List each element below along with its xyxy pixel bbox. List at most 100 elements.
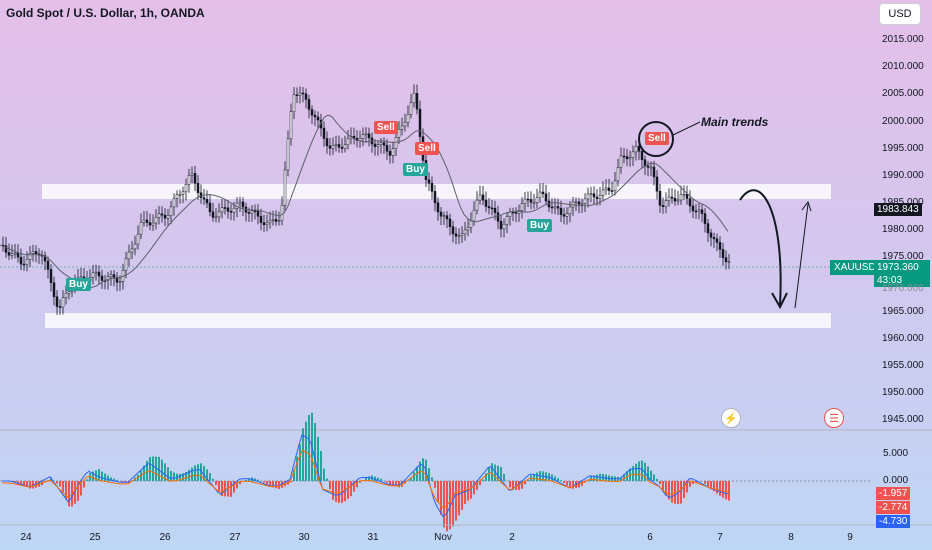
candle[interactable] [64,293,68,298]
candle[interactable] [613,180,617,191]
candle[interactable] [709,232,713,238]
us-flag-icon[interactable]: ☰ [824,408,844,428]
candle[interactable] [412,93,416,104]
candle[interactable] [202,197,206,200]
candle[interactable] [10,253,14,256]
candle[interactable] [430,182,434,192]
candle[interactable] [235,202,239,209]
candle[interactable] [469,220,473,228]
buy-signal-label[interactable]: Buy [527,219,552,232]
candle[interactable] [454,233,458,237]
candle[interactable] [382,142,386,146]
candle[interactable] [658,191,662,206]
candle[interactable] [226,207,230,212]
candle[interactable] [166,215,170,219]
candle[interactable] [373,143,377,147]
candle[interactable] [334,144,338,146]
candle[interactable] [397,129,401,138]
candle[interactable] [271,219,275,221]
candle[interactable] [280,205,284,221]
candle[interactable] [721,249,725,258]
candle[interactable] [28,253,32,260]
candle[interactable] [259,216,263,223]
candle[interactable] [640,151,644,160]
candle[interactable] [316,116,320,121]
candle[interactable] [652,166,656,178]
candle[interactable] [22,263,26,266]
candle[interactable] [196,183,200,194]
candle[interactable] [145,219,149,223]
candle[interactable] [631,151,635,158]
candle[interactable] [49,269,53,283]
candle[interactable] [283,169,287,206]
candle[interactable] [433,191,437,204]
candle[interactable] [487,206,491,209]
candle[interactable] [361,134,365,139]
candle[interactable] [262,222,266,226]
resistance-zone[interactable] [42,184,831,199]
candle[interactable] [97,271,101,277]
candle[interactable] [460,233,464,236]
candle[interactable] [703,213,707,224]
candle[interactable] [115,277,119,283]
candle[interactable] [490,207,494,210]
candle[interactable] [322,127,326,139]
candle[interactable] [130,248,134,253]
candle[interactable] [574,201,578,204]
candle[interactable] [415,93,419,110]
candle[interactable] [7,252,11,256]
candle[interactable] [586,193,590,200]
candle[interactable] [607,187,611,191]
candle[interactable] [475,199,479,211]
candle[interactable] [559,207,563,215]
candle[interactable] [403,122,407,127]
candle[interactable] [247,212,251,214]
candle[interactable] [385,144,389,152]
candle[interactable] [550,206,554,209]
candle[interactable] [286,138,290,171]
candle[interactable] [478,194,482,201]
candle[interactable] [154,217,158,224]
candle[interactable] [688,198,692,207]
candle[interactable] [277,220,281,222]
candle[interactable] [409,102,413,115]
candle[interactable] [427,179,431,184]
candle[interactable] [58,306,62,308]
candle[interactable] [340,146,344,149]
candle[interactable] [484,199,488,207]
currency-button[interactable]: USD [879,3,921,25]
price-level-marker[interactable]: 1983.843 [874,203,922,216]
candle[interactable] [118,281,122,283]
candle[interactable] [256,210,260,217]
candle[interactable] [379,142,383,145]
candle[interactable] [457,235,461,237]
candle[interactable] [556,206,560,209]
candle[interactable] [400,125,404,130]
candle[interactable] [463,229,467,235]
candle[interactable] [91,272,95,278]
candle[interactable] [292,94,296,112]
candle[interactable] [529,199,533,203]
candle[interactable] [526,198,530,201]
candle[interactable] [685,193,689,199]
candle[interactable] [127,251,131,260]
candle[interactable] [46,260,50,270]
candle[interactable] [124,258,128,271]
candle[interactable] [604,187,608,191]
candle[interactable] [718,242,722,250]
candle[interactable] [253,210,257,212]
candle[interactable] [616,167,620,182]
candle[interactable] [109,274,113,278]
candle[interactable] [595,196,599,199]
candle[interactable] [367,133,371,139]
candle[interactable] [223,207,227,209]
candle[interactable] [601,189,605,196]
candle[interactable] [193,173,197,184]
candle[interactable] [34,251,38,255]
candle[interactable] [724,257,728,262]
candle[interactable] [628,157,632,160]
candle[interactable] [625,156,629,160]
candle[interactable] [208,202,212,213]
candle[interactable] [589,193,593,195]
